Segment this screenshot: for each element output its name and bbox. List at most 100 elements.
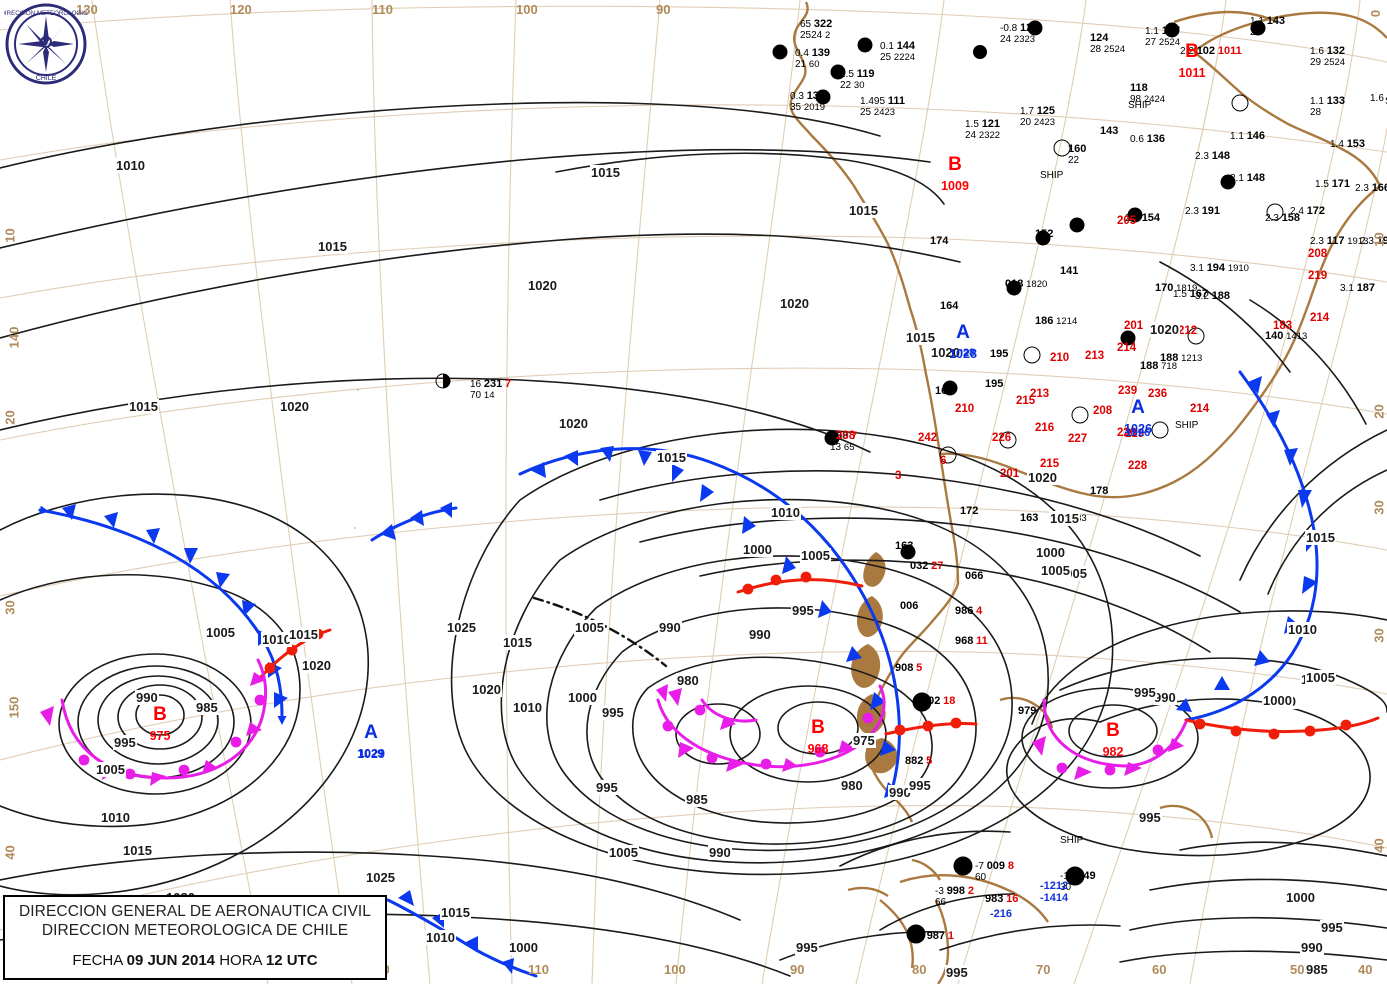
lat-label-left-20: 20 bbox=[2, 410, 18, 425]
lat-label-right-40: 40 bbox=[1371, 838, 1387, 853]
red-value-tag: 242 bbox=[918, 432, 938, 444]
isobar-label-1020-4: 1020 bbox=[527, 278, 558, 293]
pressure-center-value-low-2: 982 bbox=[1102, 745, 1124, 759]
station-temp: 2.3 bbox=[1195, 151, 1209, 162]
isobar-label-995-65: 995 bbox=[1320, 920, 1344, 935]
station-extra: 2322 bbox=[978, 130, 1001, 141]
isobar-label-1020-10: 1020 bbox=[930, 345, 961, 360]
red-value-tag: 213 bbox=[1085, 350, 1105, 362]
lon-label-top-120: 120 bbox=[230, 2, 252, 17]
station-plot: 1.1 157 27 2524 bbox=[1145, 25, 1180, 48]
station-tendency: 27 bbox=[931, 560, 944, 572]
red-value-tag: 208 bbox=[1093, 405, 1113, 417]
station-pressure: 111 bbox=[887, 95, 905, 107]
station-extra: 2423 bbox=[873, 107, 896, 118]
station-plot: 968 11 bbox=[955, 635, 988, 647]
station-extra: 2524 bbox=[1103, 44, 1126, 55]
lon-label-bottom-40: 40 bbox=[1358, 962, 1373, 977]
isobar-label-990-34: 990 bbox=[748, 627, 772, 642]
station-plot: 186 1214 bbox=[1035, 315, 1077, 327]
isobar-label-995-57: 995 bbox=[908, 778, 932, 793]
lon-label-top-100: 100 bbox=[516, 2, 538, 17]
red-value-tag: 239 bbox=[1118, 385, 1138, 397]
station-plot: 882 5 bbox=[905, 755, 932, 767]
ship-report-label: SHIP bbox=[1175, 420, 1199, 431]
station-pressure: 143 bbox=[1266, 15, 1286, 27]
station-temp: 16 bbox=[470, 379, 482, 390]
station-dewpoint: 22 bbox=[1068, 155, 1080, 166]
isobar-label-1000-64: 1000 bbox=[1285, 890, 1316, 905]
station-plot: 986 4 bbox=[955, 605, 982, 617]
isobar-label-1020-25: 1020 bbox=[301, 658, 332, 673]
isobar-label-1015-12: 1015 bbox=[1049, 511, 1080, 526]
station-plot: 018 1820 bbox=[1005, 278, 1047, 290]
station-temp: 1.5 bbox=[1315, 179, 1329, 190]
station-plot: 1.5 167 bbox=[1173, 288, 1208, 300]
isobar-label-1015-24: 1015 bbox=[288, 627, 319, 642]
station-pressure: 118 bbox=[1130, 82, 1148, 94]
pressure-center-value-low-0: 975 bbox=[149, 729, 171, 743]
lat-label-right-0: 0 bbox=[1368, 9, 1384, 18]
station-pressure: 174 bbox=[930, 235, 949, 247]
station-pressure: 987 bbox=[926, 930, 946, 942]
isobar-label-1015-52: 1015 bbox=[440, 905, 471, 920]
station-tendency: 7 bbox=[851, 430, 858, 442]
station-pressure: 163 bbox=[895, 540, 914, 552]
isobar-label-1000-54: 1000 bbox=[508, 940, 539, 955]
isobar-label-995-42: 995 bbox=[595, 780, 619, 795]
coastline bbox=[789, 1, 1387, 984]
red-value-tag: 216 bbox=[1035, 422, 1055, 434]
station-pressure: 882 bbox=[905, 755, 924, 767]
station-pressure: 194 bbox=[1206, 262, 1226, 274]
station-plot: 3.1 187 bbox=[1340, 282, 1375, 294]
isobar-label-995-58: 995 bbox=[945, 965, 969, 980]
occluded-front-central bbox=[656, 684, 886, 769]
station-extra: 60 bbox=[808, 59, 820, 70]
station-pressure: 979 bbox=[1018, 705, 1037, 717]
station-plot: 172 bbox=[960, 505, 978, 517]
red-value-tag: 183 bbox=[1273, 320, 1293, 332]
station-plot: 1.5 119 22 30 bbox=[840, 68, 874, 91]
ship-report-label: SHIP bbox=[1060, 835, 1084, 846]
isobar-label-1025-26: 1025 bbox=[446, 620, 477, 635]
station-dewpoint: 35 bbox=[790, 102, 802, 113]
isobar-label-1010-48: 1010 bbox=[100, 810, 131, 825]
station-plot: 188 1213 bbox=[1160, 352, 1202, 364]
station-tendency: 1011 bbox=[1217, 45, 1242, 57]
pressure-center-value-high-7: 1026 bbox=[1124, 422, 1152, 436]
blue-value-tag: -1212 bbox=[1040, 880, 1069, 892]
station-pressure: 138 bbox=[806, 90, 826, 102]
station-extra: 2224 bbox=[893, 52, 916, 63]
station-plot: 161 bbox=[935, 385, 953, 397]
station-dewpoint: 29 bbox=[1310, 57, 1322, 68]
station-extra: 14 bbox=[483, 390, 495, 401]
lon-label-bottom-100: 100 bbox=[664, 962, 686, 977]
lon-label-top-90: 90 bbox=[656, 2, 671, 17]
station-pressure: 125 bbox=[1036, 105, 1056, 117]
station-extra: 718 bbox=[1161, 361, 1177, 372]
station-tendency: 8 bbox=[1007, 860, 1014, 872]
isobars bbox=[0, 101, 1387, 977]
station-plot: 2.3 166 bbox=[1355, 182, 1387, 194]
red-value-tag: 226 bbox=[992, 432, 1012, 444]
station-plot: 1.1 133 28 bbox=[1310, 95, 1345, 118]
station-pressure: 188 bbox=[1140, 360, 1159, 372]
station-dewpoint: 24 bbox=[1000, 34, 1012, 45]
red-value-tag: 215 bbox=[1016, 395, 1036, 407]
hora-value: 12 UTC bbox=[265, 952, 318, 969]
isobar-label-990-60: 990 bbox=[1153, 690, 1177, 705]
station-pressure: 154 bbox=[1141, 212, 1161, 224]
station-tendency: 4 bbox=[976, 605, 983, 617]
blue-value-tag: 1026 bbox=[1125, 427, 1151, 439]
station-pressure: 171 bbox=[1331, 178, 1351, 190]
lon-label-bottom-80: 80 bbox=[912, 962, 927, 977]
station-pressure: 172 bbox=[960, 505, 979, 517]
station-tendency: 18 bbox=[943, 695, 956, 707]
station-pressure: 152 bbox=[1035, 228, 1054, 240]
station-temp: 2.3 bbox=[1360, 236, 1374, 247]
station-plot: 160 22 bbox=[1068, 143, 1086, 166]
station-temp: 0.4 bbox=[795, 48, 809, 59]
station-extra: 2323 bbox=[1013, 34, 1036, 45]
